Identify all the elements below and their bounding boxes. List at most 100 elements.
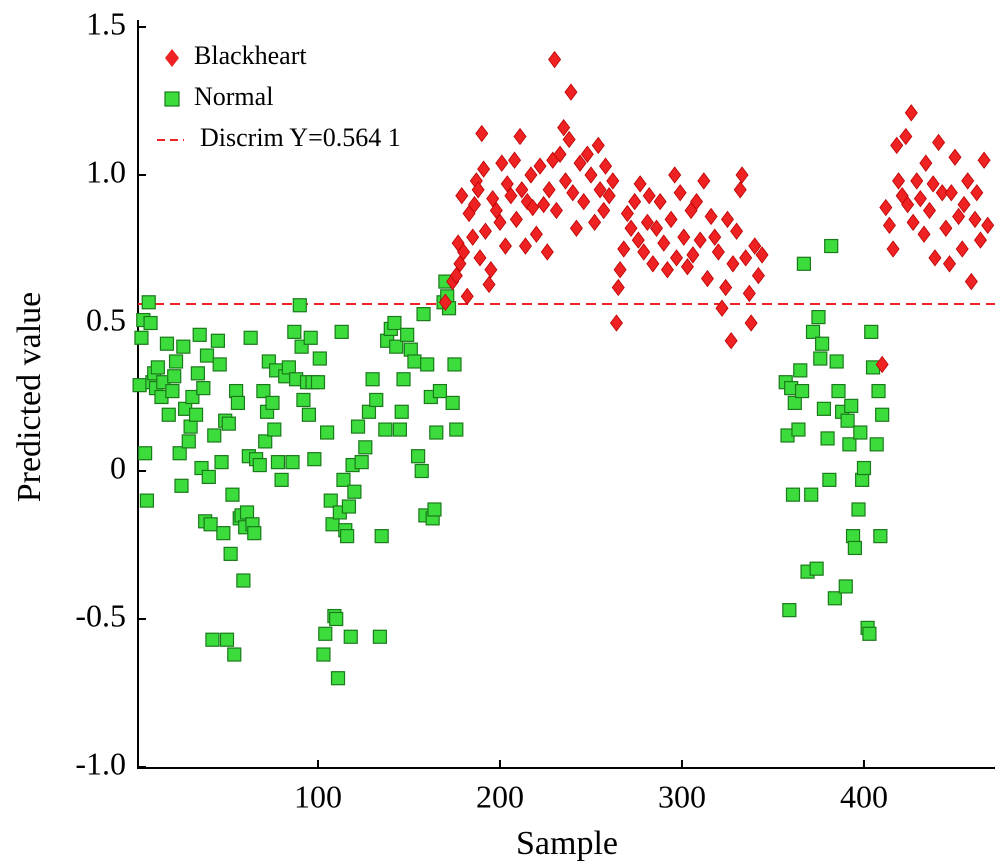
y-tick-label: 0 [110,449,126,485]
square-point [350,419,366,434]
diamond-point [489,201,503,220]
square-point [292,298,307,313]
square-point [203,517,218,532]
legend-label: Normal [194,82,273,111]
diamond-point [611,278,625,297]
diamond-point [588,213,602,232]
square-point [134,330,149,345]
square-point [445,395,460,411]
diamond-point [913,190,927,208]
diamond-point [553,145,567,163]
x-tick-label: 300 [658,778,706,814]
diamond-point [449,266,463,285]
diamond-point [599,157,613,175]
x-axis-label: Sample [516,825,618,862]
diamond-point [719,278,733,297]
square-point [869,437,884,452]
square-point [143,315,158,331]
diamond-point [726,255,740,273]
square-point [389,339,404,354]
square-point [196,381,211,396]
square-point [358,440,373,455]
square-point [212,357,227,372]
square-point [845,529,861,544]
diamond-point [711,243,725,261]
square-point [369,392,384,408]
square-point [274,472,289,487]
square-point [281,360,296,375]
square-point [782,603,797,618]
diamond-point [471,181,485,199]
diamond-point [660,261,674,279]
square-point [287,324,302,339]
diamond-point [724,332,738,350]
diamond-point [548,50,562,69]
square-point [325,517,340,532]
square-point [400,327,415,342]
diamond-point [537,195,551,214]
square-point [181,434,196,449]
diamond-point [733,181,747,199]
diamond-point [533,157,547,175]
diamond-point [686,246,700,264]
diamond-point [620,204,634,223]
diamond-point [961,172,975,190]
diamond-point [453,255,467,273]
square-point [316,647,331,662]
diamond-point [438,293,452,311]
square-point [447,357,462,372]
square-point [210,333,225,348]
square-point [310,375,326,390]
diamond-point [693,231,707,249]
diamond-point [906,213,920,232]
square-point [840,413,855,428]
square-point [791,422,806,437]
square-point [361,404,377,419]
square-point [227,647,242,662]
square-point [403,342,418,357]
square-point [873,529,888,544]
diamond-point [559,172,572,190]
square-point [816,401,832,416]
diamond-point [542,181,556,199]
square-point [420,357,435,372]
square-point [343,629,358,644]
legend-marker [165,49,179,67]
diamond-point [477,160,491,178]
diamond-point [952,207,966,226]
square-point [301,407,316,422]
square-point [864,324,879,339]
diamond-point [973,231,987,249]
square-point [285,455,300,470]
square-point [793,363,808,378]
diamond-point [932,133,946,152]
diamond-point [899,127,913,146]
square-point [172,446,187,461]
square-point [827,591,842,606]
square-point [192,327,207,342]
diamond-point [526,198,540,217]
diamond-point [540,243,554,261]
y-tick-label: 1.0 [86,153,126,189]
square-point [323,493,338,508]
square-point [223,546,238,561]
square-point [842,437,857,452]
square-point [805,324,821,339]
diamond-point [744,314,758,332]
diamond-point [515,181,529,199]
diamond-point [640,213,654,232]
diamond-point [917,225,931,243]
diamond-point [584,166,598,184]
diamond-point [720,210,734,229]
x-tick-label: 400 [840,778,888,814]
square-point [330,671,346,686]
square-point [256,383,271,399]
diamond-point [475,124,489,143]
diamond-point [609,314,623,332]
legend-label: Blackheart [194,41,307,70]
diamond-point [566,184,580,202]
y-tick-label: -0.5 [75,597,126,633]
square-point [183,419,198,434]
square-point [341,499,357,514]
square-point [201,469,216,485]
